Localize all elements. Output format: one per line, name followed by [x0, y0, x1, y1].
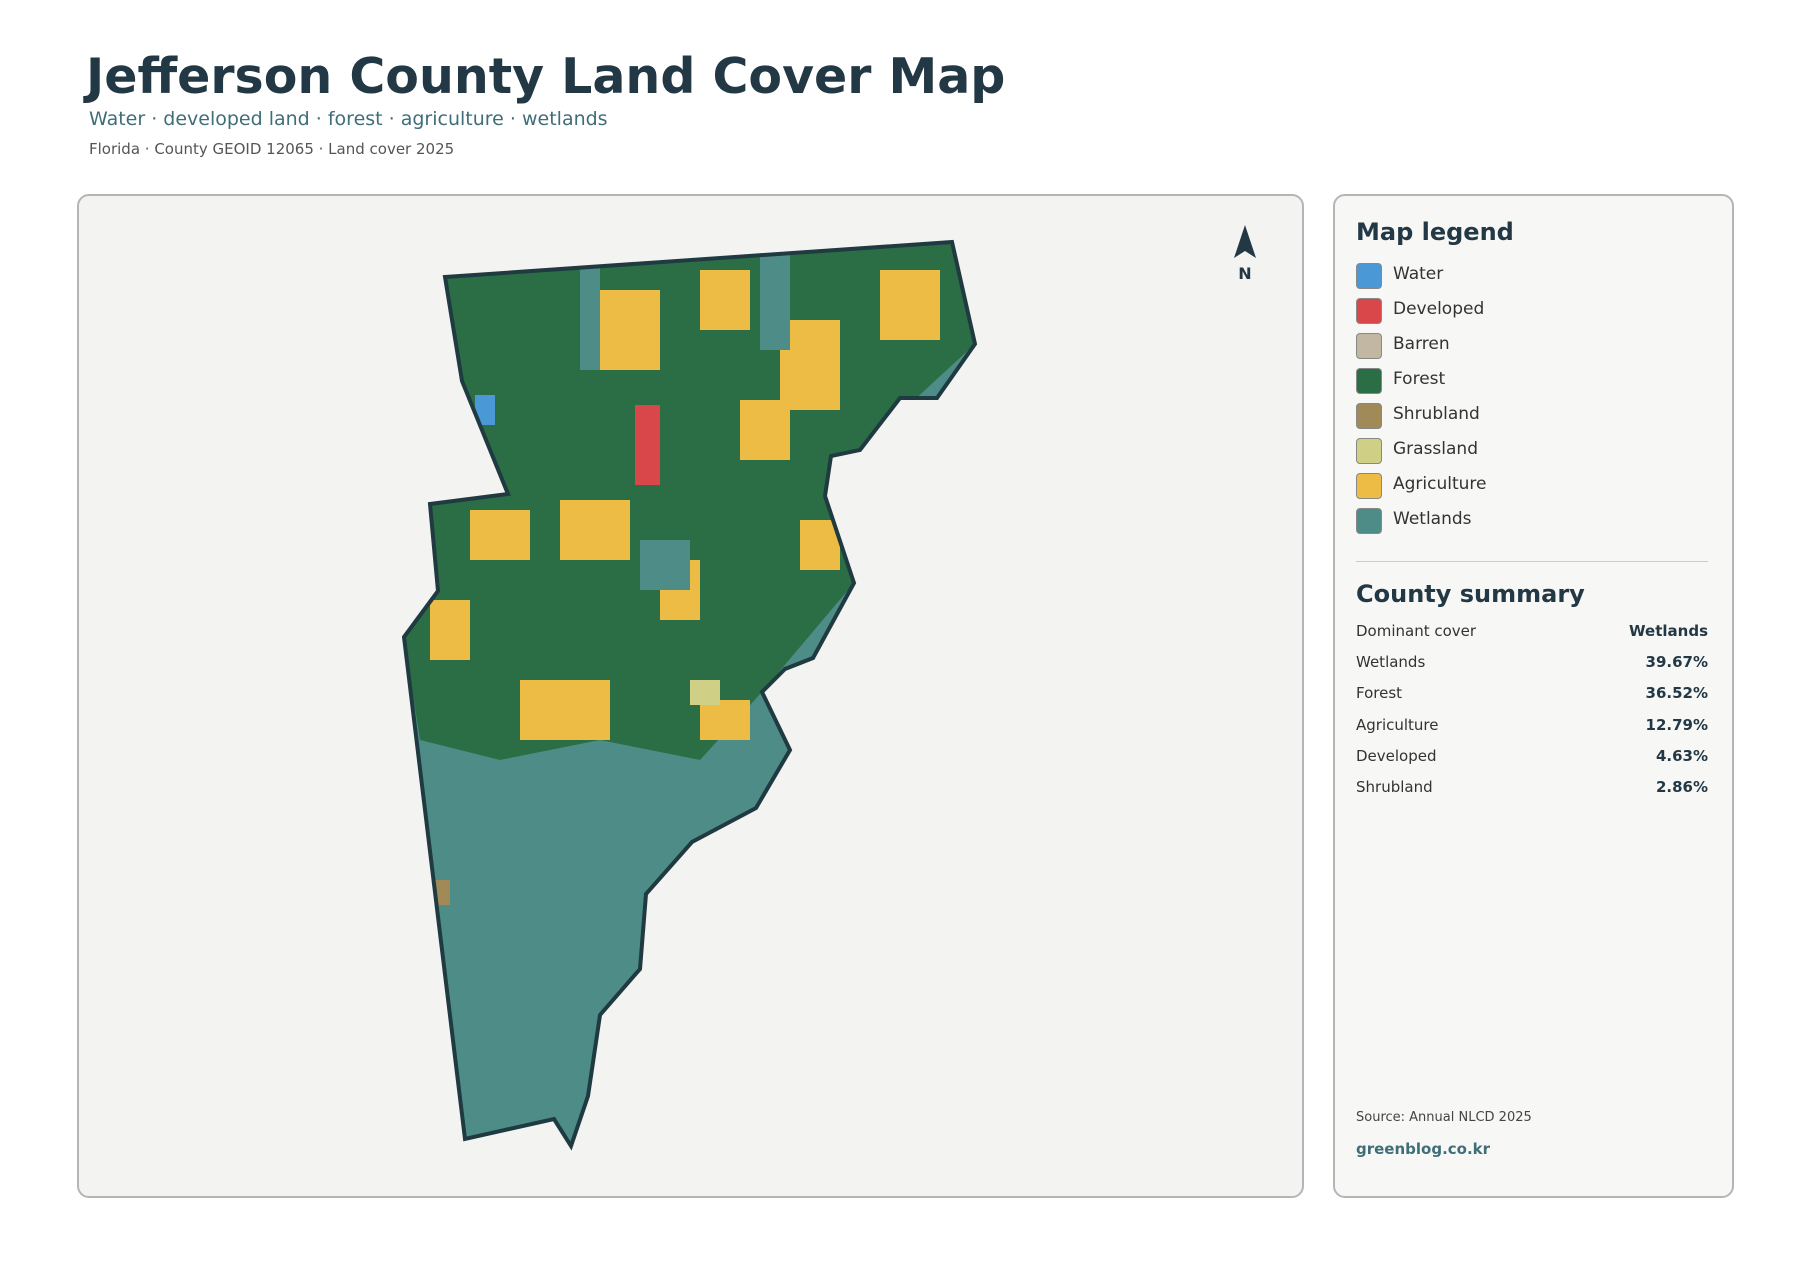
site: greenblog.co.kr: [1356, 1140, 1491, 1158]
legend-label: Forest: [1393, 369, 1446, 389]
summary-label: Forest: [1356, 684, 1403, 703]
source: Source: Annual NLCD 2025: [1356, 1110, 1532, 1125]
side-panel: [1333, 194, 1734, 1198]
legend-label: Grassland: [1393, 439, 1478, 459]
legend-swatch: [1356, 263, 1382, 289]
summary-value: 4.63%: [1655, 746, 1708, 765]
meta: Florida · County GEOID 12065 · Land cove…: [89, 140, 455, 158]
title: Jefferson County Land Cover Map: [86, 48, 1006, 105]
legend-swatch: [1356, 333, 1382, 359]
divider: [1356, 561, 1708, 562]
summary-label: Wetlands: [1356, 653, 1426, 672]
legend-swatch: [1356, 298, 1382, 324]
summary-label: Developed: [1356, 746, 1437, 765]
map: N: [401, 225, 1256, 1151]
legend-label: Developed: [1393, 299, 1485, 319]
legend-swatch: [1356, 403, 1382, 429]
county-land-cover: [404, 242, 975, 1146]
legend-label: Water: [1393, 264, 1444, 284]
legend-label: Wetlands: [1393, 509, 1472, 529]
north-arrow: [1234, 225, 1256, 258]
summary-value: 36.52%: [1645, 684, 1708, 703]
summary-value: Wetlands: [1629, 622, 1708, 640]
north-label: N: [1238, 264, 1251, 283]
legend-label: Agriculture: [1393, 474, 1487, 494]
summary-value: 39.67%: [1645, 653, 1708, 672]
subtitle: Water · developed land · forest · agricu…: [89, 108, 608, 130]
summary-value: 12.79%: [1645, 715, 1708, 734]
county-outline: [401, 239, 978, 1151]
summary-title: County summary: [1356, 580, 1585, 608]
summary-label: Dominant cover: [1356, 622, 1477, 640]
legend-label: Shrubland: [1393, 404, 1480, 424]
legend-label: Barren: [1393, 334, 1450, 354]
summary-label: Agriculture: [1356, 715, 1439, 734]
legend-swatch: [1356, 368, 1382, 394]
legend-swatch: [1356, 473, 1382, 499]
summary-value: 2.86%: [1655, 778, 1708, 796]
legend-swatch: [1356, 508, 1382, 534]
legend-title: Map legend: [1356, 218, 1514, 246]
legend-swatch: [1356, 438, 1382, 464]
summary-label: Shrubland: [1356, 778, 1433, 796]
